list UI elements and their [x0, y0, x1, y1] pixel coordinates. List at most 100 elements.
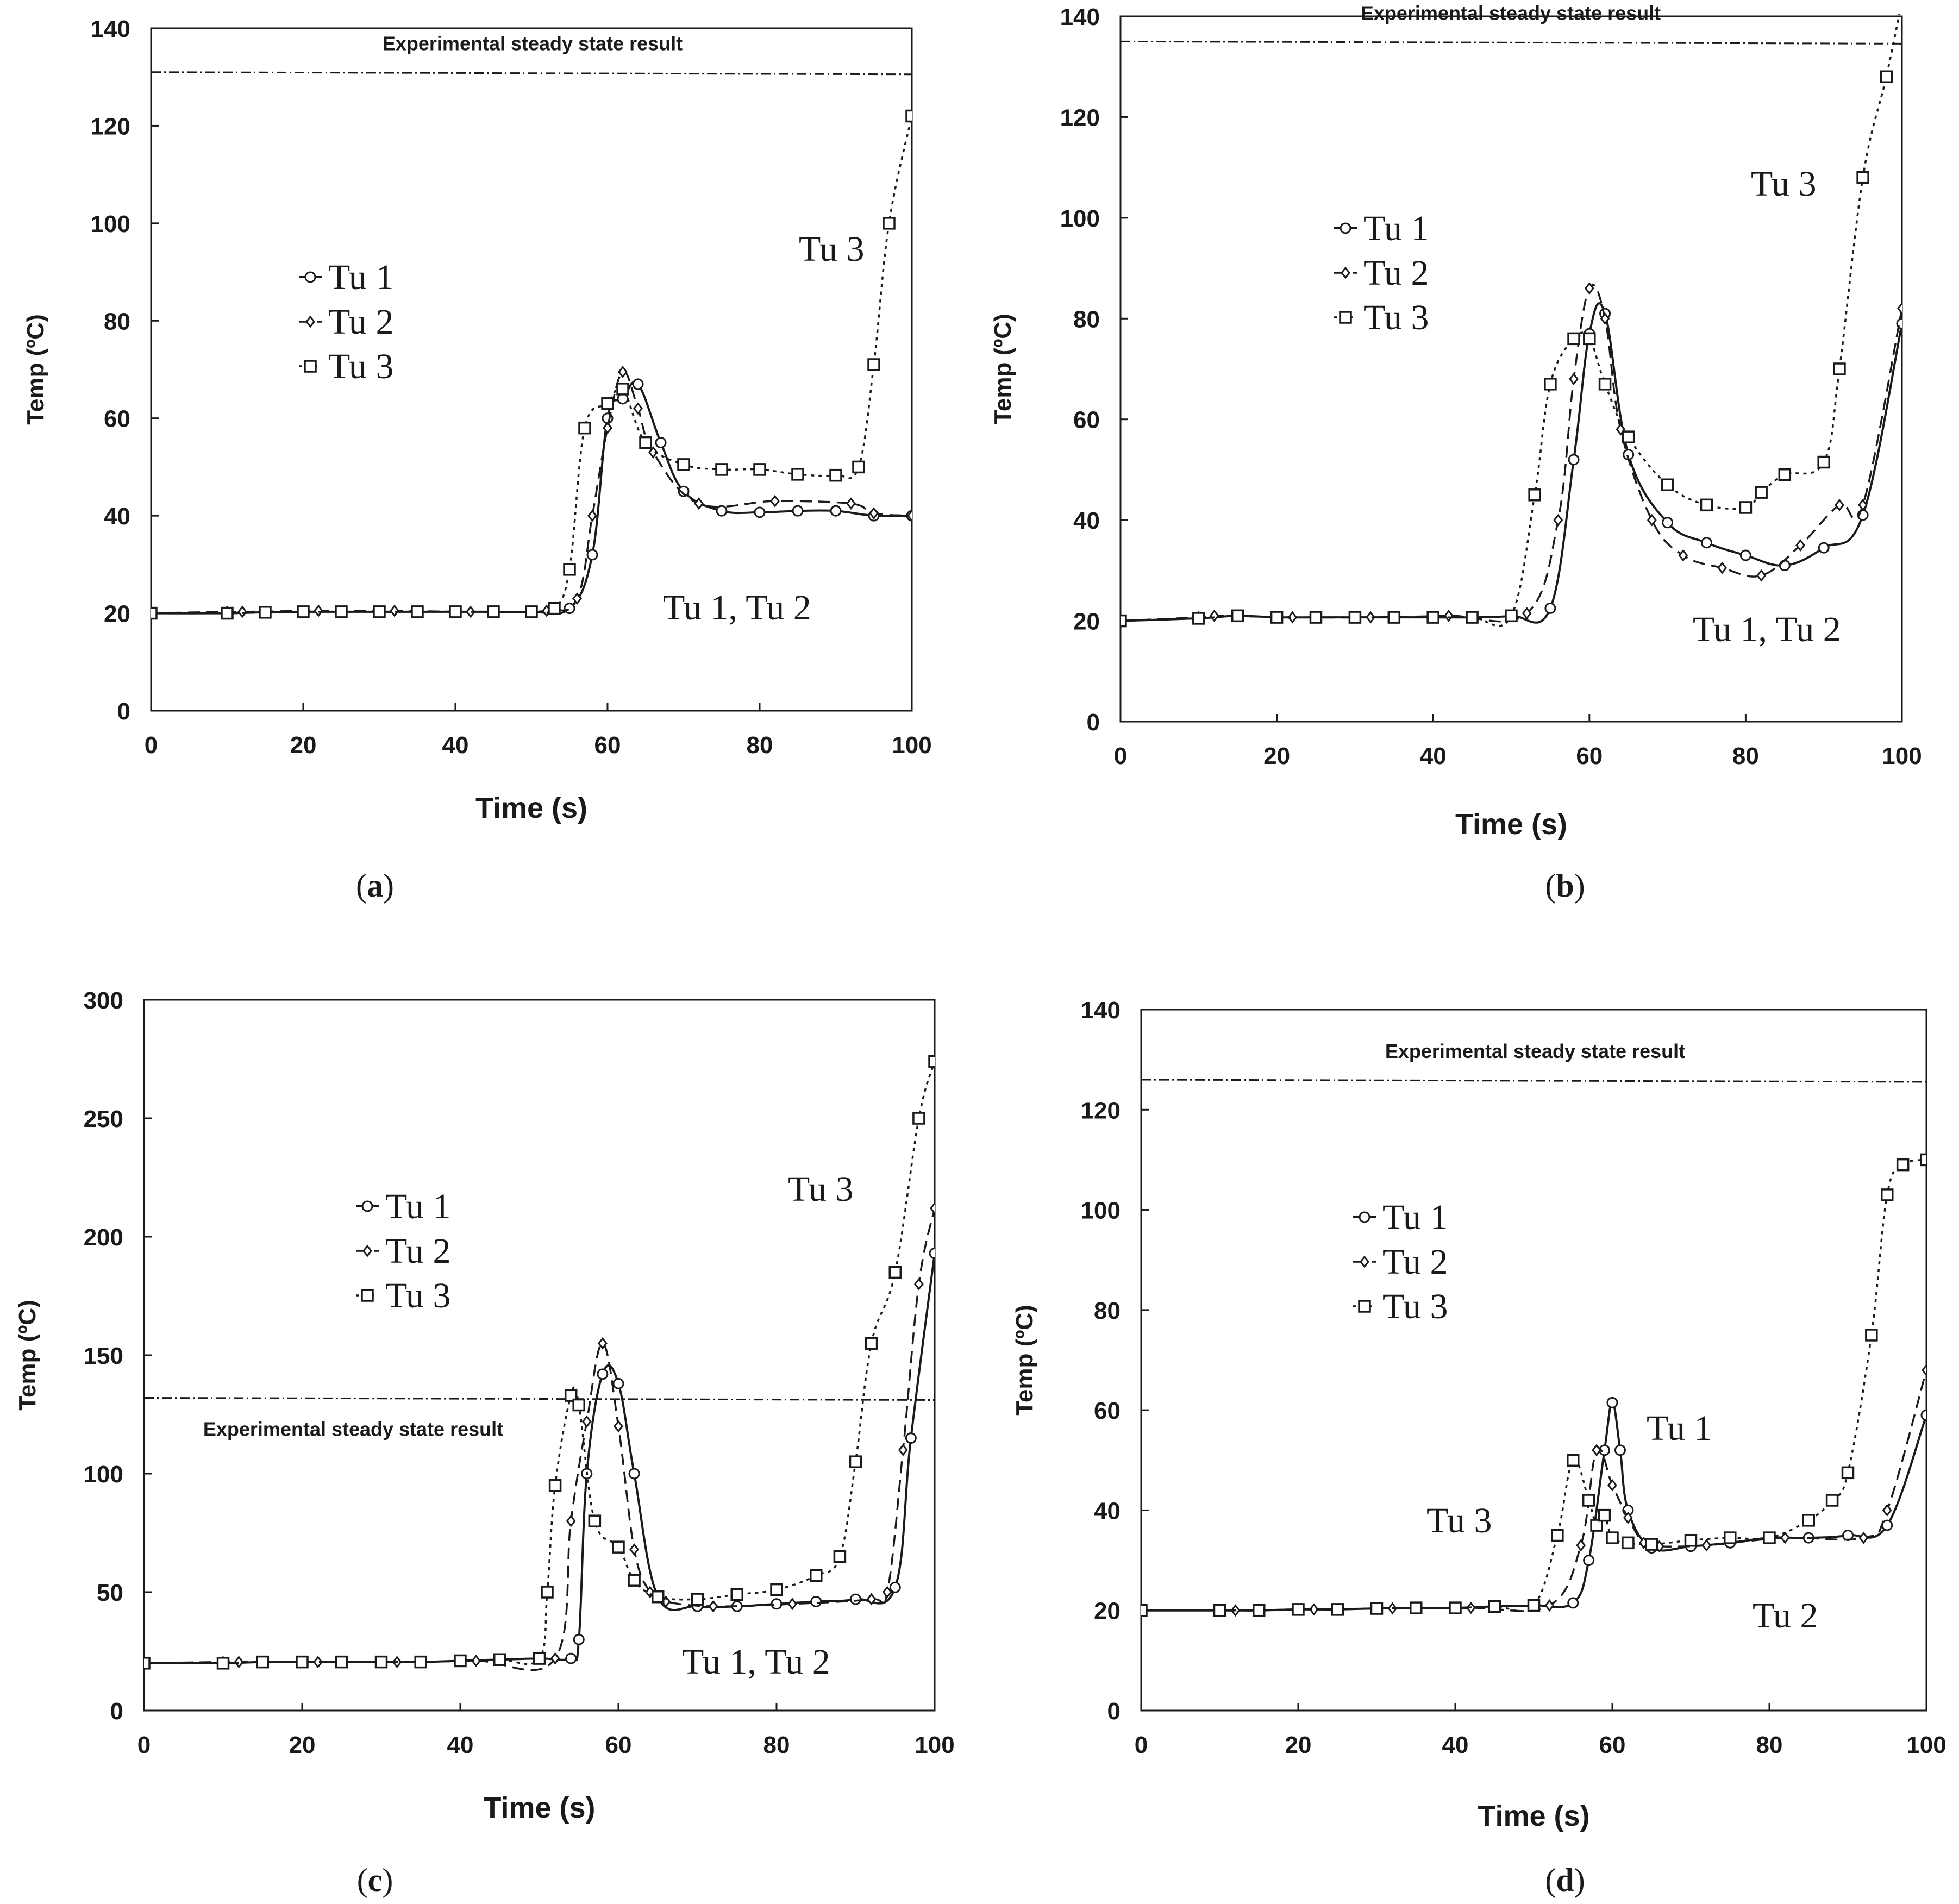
series-annotation: Tu 3	[799, 229, 865, 269]
legend-marker	[1360, 1255, 1369, 1268]
series-tu-1	[1141, 1396, 1926, 1617]
square-marker	[414, 1655, 427, 1669]
circle-marker	[1662, 517, 1674, 529]
series-tu-2	[144, 1202, 935, 1671]
y-tick-label: 140	[91, 16, 130, 42]
square-marker	[572, 1398, 585, 1412]
square-marker	[1449, 1601, 1462, 1614]
diamond-marker	[1623, 1511, 1633, 1524]
x-tick-label: 80	[747, 732, 773, 759]
x-tick-label: 40	[1420, 743, 1447, 769]
series-tu-3	[1121, 14, 1901, 628]
square-marker	[1755, 486, 1768, 499]
square-marker	[715, 463, 728, 476]
y-tick-label: 100	[91, 211, 130, 237]
x-tick-label: 0	[145, 732, 158, 759]
plot-frame	[150, 27, 913, 712]
diamond-marker	[1717, 561, 1728, 574]
y-tick-label: 120	[91, 113, 130, 140]
diamond-marker	[1858, 498, 1868, 511]
diamond-marker	[1701, 1539, 1712, 1552]
square-marker	[791, 468, 804, 481]
diamond-marker	[597, 1337, 608, 1350]
legend-entry-tu-1: Tu 1	[356, 1187, 451, 1226]
square-marker	[810, 1569, 823, 1582]
x-tick-label: 60	[605, 1732, 632, 1758]
series-annotation: Tu 2	[1753, 1596, 1818, 1636]
chart-panel-d: 0 20 40 60 80 100 0 20 40 60 80 100 120 140 Time (s) Te…	[1011, 997, 1947, 1898]
square-marker	[867, 358, 880, 371]
diamond-marker	[1444, 609, 1454, 622]
legend-label: Tu 2	[385, 1231, 451, 1271]
series-line	[1141, 1158, 1926, 1612]
chart-panel-b: 0 20 40 60 80 100 0 20 40 60 80 100 120 140 Time (s) Te…	[990, 2, 1922, 904]
square-marker	[1865, 1329, 1878, 1342]
square-marker	[335, 605, 348, 618]
diamond-marker	[1309, 1603, 1319, 1616]
y-tick-label: 50	[97, 1580, 123, 1606]
square-marker	[151, 606, 158, 620]
legend-entry-tu-3: Tu 3	[1334, 298, 1429, 337]
square-marker	[1387, 611, 1401, 624]
y-tick-label: 140	[1081, 997, 1121, 1024]
circle-marker	[1568, 454, 1580, 466]
square-marker	[1645, 1538, 1658, 1551]
square-marker	[548, 602, 561, 615]
y-tick-label: 40	[1094, 1498, 1121, 1524]
circle-marker	[754, 506, 766, 518]
diamond-marker	[390, 604, 399, 617]
square-marker	[1567, 1454, 1580, 1467]
diamond-marker	[581, 1415, 592, 1428]
y-tick-label: 60	[104, 406, 130, 433]
square-marker	[730, 1588, 743, 1601]
legend-entry-tu-2: Tu 2	[356, 1231, 451, 1271]
diamond-marker	[1366, 611, 1376, 624]
legend-marker	[305, 315, 315, 328]
y-tick-label: 20	[1094, 1598, 1121, 1625]
legend-label: Tu 3	[328, 347, 394, 386]
diamond-marker	[1553, 513, 1563, 527]
x-tick-label: 20	[1263, 743, 1290, 769]
x-tick-label: 80	[1756, 1732, 1783, 1758]
steady-state-line	[1141, 1079, 1927, 1083]
legend-entry-tu-3: Tu 3	[356, 1276, 451, 1316]
square-marker	[256, 1655, 269, 1669]
diamond-marker	[1882, 1504, 1892, 1517]
legend-marker	[1358, 1300, 1371, 1313]
diamond-marker	[1522, 607, 1532, 620]
square-marker	[1590, 1519, 1603, 1532]
legend-label: Tu 1	[328, 258, 394, 297]
x-tick-label: 60	[594, 732, 621, 759]
legend-label: Tu 2	[1382, 1242, 1448, 1282]
y-tick-label: 60	[1073, 407, 1100, 434]
square-marker	[1881, 1188, 1894, 1201]
series-tu-1	[151, 378, 912, 619]
diamond-marker	[633, 402, 643, 415]
legend-label: Tu 3	[385, 1276, 451, 1316]
diamond-marker	[471, 1654, 481, 1667]
x-tick-label: 40	[1442, 1732, 1469, 1758]
square-marker	[1582, 1494, 1595, 1507]
diamond-marker	[234, 1656, 244, 1669]
circle-marker	[565, 1652, 577, 1664]
square-marker	[1598, 1508, 1611, 1522]
legend-marker	[1339, 311, 1352, 324]
y-tick-label: 0	[1107, 1698, 1121, 1725]
square-marker	[563, 563, 576, 576]
legend-marker	[1340, 222, 1351, 234]
square-marker	[454, 1654, 467, 1668]
diamond-marker	[1576, 1539, 1586, 1552]
square-marker	[374, 1655, 388, 1669]
y-tick-label: 200	[84, 1224, 123, 1251]
y-tick-label: 40	[1073, 508, 1100, 534]
plot-frame	[1119, 15, 1903, 723]
square-marker	[1544, 378, 1557, 391]
square-marker	[1896, 1158, 1910, 1172]
square-marker	[852, 460, 865, 474]
diamond-marker	[614, 1420, 623, 1433]
panel-label: (c)	[357, 1862, 393, 1898]
square-marker	[691, 1593, 704, 1606]
diamond-marker	[237, 605, 247, 618]
diamond-marker	[907, 509, 912, 522]
